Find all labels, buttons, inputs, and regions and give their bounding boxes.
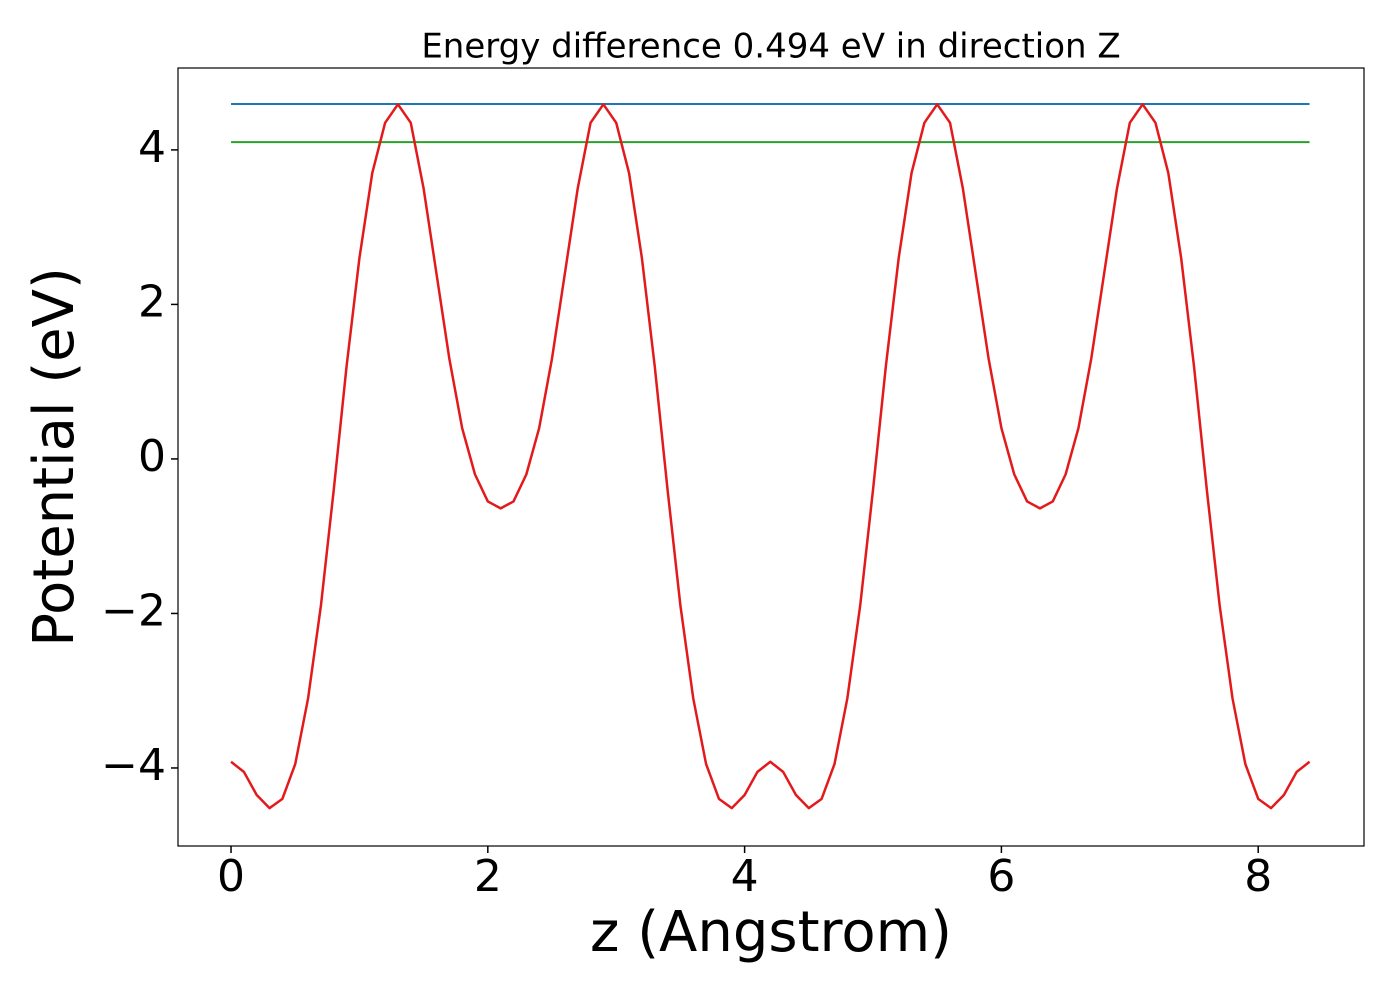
- plot-frame: [177, 67, 1365, 847]
- y-tick-label: −2: [101, 585, 166, 636]
- chart-title: Energy difference 0.494 eV in direction …: [421, 27, 1120, 67]
- y-tick-label: −4: [101, 740, 166, 791]
- y-axis-label: Potential (eV): [22, 267, 87, 647]
- x-tick-label: 6: [987, 851, 1015, 902]
- x-axis-label: z (Angstrom): [590, 900, 952, 965]
- data-line: [230, 103, 1311, 810]
- x-tick-label: 2: [474, 851, 502, 902]
- x-tick-label: 4: [731, 851, 759, 902]
- y-tick-label: 4: [138, 122, 166, 173]
- x-tick-label: 8: [1244, 851, 1272, 902]
- x-tick-label: 0: [217, 851, 245, 902]
- y-tick-label: 0: [138, 431, 166, 482]
- y-tick-label: 2: [138, 276, 166, 327]
